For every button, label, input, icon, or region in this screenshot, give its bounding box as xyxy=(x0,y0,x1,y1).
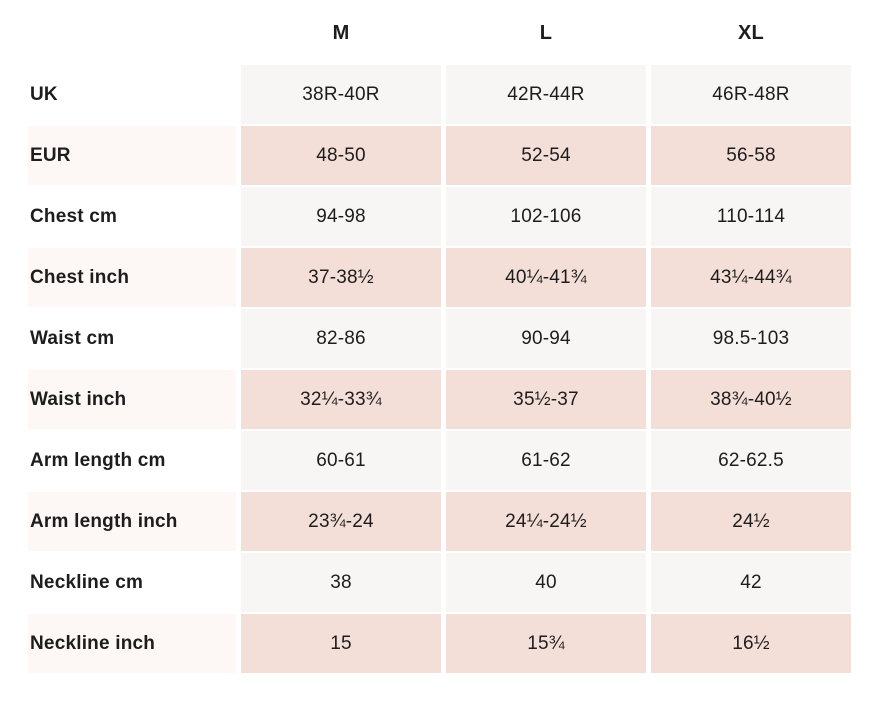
size-cell: 102-106 xyxy=(446,187,646,246)
size-cell: 37-38½ xyxy=(241,248,441,307)
row-label-waist-inch: Waist inch xyxy=(28,370,236,429)
size-cell: 40¼-41¾ xyxy=(446,248,646,307)
row-label-chest-inch: Chest inch xyxy=(28,248,236,307)
size-cell: 98.5-103 xyxy=(651,309,851,368)
size-cell: 38R-40R xyxy=(241,65,441,124)
size-cell: 32¼-33¾ xyxy=(241,370,441,429)
size-cell: 110-114 xyxy=(651,187,851,246)
size-cell: 82-86 xyxy=(241,309,441,368)
row-label-arm-length-cm: Arm length cm xyxy=(28,431,236,490)
size-cell: 60-61 xyxy=(241,431,441,490)
size-cell: 35½-37 xyxy=(446,370,646,429)
size-cell: 48-50 xyxy=(241,126,441,185)
size-cell: 24¼-24½ xyxy=(446,492,646,551)
header-corner-spacer xyxy=(28,3,236,63)
size-cell: 15¾ xyxy=(446,614,646,673)
column-header-m: M xyxy=(241,3,441,63)
size-cell: 46R-48R xyxy=(651,65,851,124)
row-label-arm-length-inch: Arm length inch xyxy=(28,492,236,551)
size-cell: 38 xyxy=(241,553,441,612)
size-cell: 61-62 xyxy=(446,431,646,490)
row-label-uk: UK xyxy=(28,65,236,124)
column-header-l: L xyxy=(446,3,646,63)
size-cell: 43¼-44¾ xyxy=(651,248,851,307)
column-header-xl: XL xyxy=(651,3,851,63)
size-cell: 16½ xyxy=(651,614,851,673)
row-label-chest-cm: Chest cm xyxy=(28,187,236,246)
row-label-neckline-inch: Neckline inch xyxy=(28,614,236,673)
row-label-neckline-cm: Neckline cm xyxy=(28,553,236,612)
size-chart-table: M L XL UK 38R-40R 42R-44R 46R-48R EUR 48… xyxy=(28,3,851,673)
row-label-eur: EUR xyxy=(28,126,236,185)
size-cell: 52-54 xyxy=(446,126,646,185)
row-label-waist-cm: Waist cm xyxy=(28,309,236,368)
size-cell: 42R-44R xyxy=(446,65,646,124)
size-cell: 15 xyxy=(241,614,441,673)
size-cell: 42 xyxy=(651,553,851,612)
size-cell: 90-94 xyxy=(446,309,646,368)
size-cell: 40 xyxy=(446,553,646,612)
size-cell: 56-58 xyxy=(651,126,851,185)
size-cell: 94-98 xyxy=(241,187,441,246)
size-cell: 38¾-40½ xyxy=(651,370,851,429)
size-cell: 23¾-24 xyxy=(241,492,441,551)
size-cell: 24½ xyxy=(651,492,851,551)
size-cell: 62-62.5 xyxy=(651,431,851,490)
